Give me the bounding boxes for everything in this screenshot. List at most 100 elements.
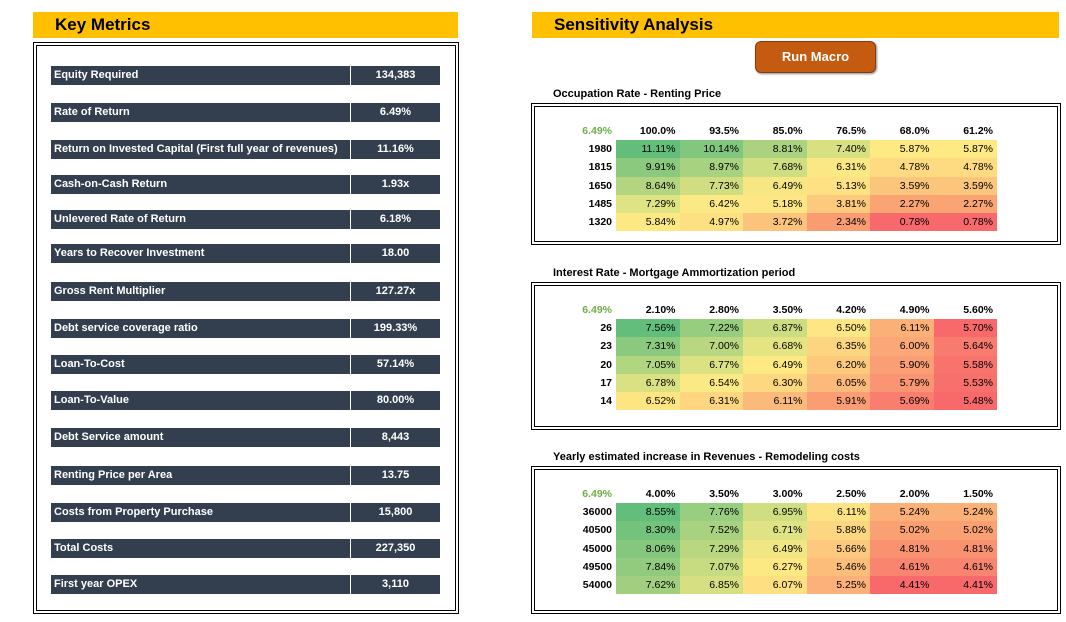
metric-value[interactable]: 6.49%: [350, 103, 440, 122]
metric-value[interactable]: 227,350: [350, 539, 440, 558]
metric-value[interactable]: 13.75: [350, 466, 440, 485]
metric-value[interactable]: 15,800: [350, 503, 440, 522]
column-header[interactable]: 2.00%: [899, 488, 930, 501]
sensitivity-cell[interactable]: 8.06%: [616, 539, 680, 558]
sensitivity-cell[interactable]: 7.62%: [616, 575, 680, 595]
metric-value[interactable]: 3,110: [350, 575, 440, 594]
sensitivity-cell[interactable]: 6.77%: [679, 355, 743, 374]
sensitivity-cell[interactable]: 5.18%: [743, 194, 807, 213]
sensitivity-cell[interactable]: 7.29%: [616, 194, 680, 213]
sensitivity-cell[interactable]: 6.52%: [616, 391, 680, 411]
row-header[interactable]: 1650: [588, 179, 612, 192]
sensitivity-cell[interactable]: 6.20%: [806, 355, 870, 374]
row-header[interactable]: 1485: [588, 197, 612, 210]
sensitivity-cell[interactable]: 9.91%: [616, 158, 680, 177]
sensitivity-cell[interactable]: 6.27%: [743, 557, 807, 576]
column-header[interactable]: 2.80%: [709, 304, 739, 317]
sensitivity-cell[interactable]: 5.88%: [806, 521, 870, 540]
sensitivity-cell[interactable]: 8.64%: [616, 176, 680, 195]
sensitivity-cell[interactable]: 4.78%: [870, 158, 934, 177]
sensitivity-cell[interactable]: 5.48%: [933, 391, 997, 411]
row-header[interactable]: 45000: [582, 542, 612, 555]
row-header[interactable]: 1320: [588, 216, 612, 229]
sensitivity-cell[interactable]: 4.81%: [870, 539, 934, 558]
row-header[interactable]: 1815: [588, 161, 612, 174]
sensitivity-cell[interactable]: 5.84%: [616, 212, 680, 232]
metric-value[interactable]: 6.18%: [350, 210, 440, 229]
sensitivity-cell[interactable]: 6.95%: [743, 503, 807, 522]
sensitivity-cell[interactable]: 5.13%: [806, 176, 870, 195]
sensitivity-cell[interactable]: 3.59%: [933, 176, 997, 195]
row-header[interactable]: 40500: [582, 524, 612, 537]
sensitivity-cell[interactable]: 4.81%: [933, 539, 997, 558]
sensitivity-cell[interactable]: 7.05%: [616, 355, 680, 374]
sensitivity-cell[interactable]: 6.42%: [679, 194, 743, 213]
sensitivity-cell[interactable]: 6.54%: [679, 373, 743, 392]
column-header[interactable]: 93.5%: [709, 125, 739, 138]
sensitivity-cell[interactable]: 7.52%: [679, 521, 743, 540]
sensitivity-cell[interactable]: 5.24%: [870, 503, 934, 522]
metric-value[interactable]: 199.33%: [350, 319, 440, 338]
sensitivity-cell[interactable]: 6.11%: [743, 391, 807, 411]
sensitivity-cell[interactable]: 6.35%: [806, 337, 870, 356]
base-case-value[interactable]: 6.49%: [582, 304, 612, 317]
column-header[interactable]: 3.50%: [772, 304, 803, 317]
sensitivity-cell[interactable]: 7.00%: [679, 337, 743, 356]
sensitivity-cell[interactable]: 6.71%: [743, 521, 807, 540]
metric-value[interactable]: 57.14%: [350, 355, 440, 374]
column-header[interactable]: 4.00%: [645, 488, 676, 501]
sensitivity-cell[interactable]: 5.02%: [933, 521, 997, 540]
column-header[interactable]: 2.10%: [645, 304, 676, 317]
sensitivity-cell[interactable]: 4.97%: [679, 212, 743, 232]
sensitivity-cell[interactable]: 5.66%: [806, 539, 870, 558]
sensitivity-cell[interactable]: 5.24%: [933, 503, 997, 522]
sensitivity-cell[interactable]: 7.68%: [743, 158, 807, 177]
sensitivity-cell[interactable]: 7.31%: [616, 337, 680, 356]
sensitivity-cell[interactable]: 6.49%: [743, 539, 807, 558]
sensitivity-cell[interactable]: 5.69%: [870, 391, 934, 411]
sensitivity-cell[interactable]: 6.05%: [806, 373, 870, 392]
column-header[interactable]: 2.50%: [836, 488, 866, 501]
sensitivity-cell[interactable]: 5.02%: [870, 521, 934, 540]
sensitivity-cell[interactable]: 7.73%: [679, 176, 743, 195]
sensitivity-cell[interactable]: 5.46%: [806, 557, 870, 576]
metric-value[interactable]: 1.93x: [350, 175, 440, 194]
sensitivity-cell[interactable]: 0.78%: [933, 212, 997, 232]
row-header[interactable]: 14: [600, 395, 612, 408]
sensitivity-cell[interactable]: 7.29%: [679, 539, 743, 558]
sensitivity-cell[interactable]: 5.87%: [870, 140, 934, 159]
metric-value[interactable]: 80.00%: [350, 391, 440, 410]
sensitivity-cell[interactable]: 6.68%: [743, 337, 807, 356]
row-header[interactable]: 1980: [588, 143, 612, 156]
sensitivity-cell[interactable]: 0.78%: [870, 212, 934, 232]
sensitivity-cell[interactable]: 5.90%: [870, 355, 934, 374]
sensitivity-cell[interactable]: 5.64%: [933, 337, 997, 356]
sensitivity-cell[interactable]: 6.85%: [679, 575, 743, 595]
sensitivity-cell[interactable]: 2.27%: [870, 194, 934, 213]
sensitivity-cell[interactable]: 5.70%: [933, 319, 997, 338]
column-header[interactable]: 100.0%: [639, 125, 676, 138]
sensitivity-cell[interactable]: 6.07%: [743, 575, 807, 595]
sensitivity-cell[interactable]: 3.59%: [870, 176, 934, 195]
sensitivity-cell[interactable]: 5.25%: [806, 575, 870, 595]
sensitivity-cell[interactable]: 4.78%: [933, 158, 997, 177]
sensitivity-cell[interactable]: 7.22%: [679, 319, 743, 338]
sensitivity-cell[interactable]: 8.30%: [616, 521, 680, 540]
sensitivity-cell[interactable]: 5.91%: [806, 391, 870, 411]
sensitivity-cell[interactable]: 3.81%: [806, 194, 870, 213]
base-case-value[interactable]: 6.49%: [582, 488, 612, 501]
metric-value[interactable]: 11.16%: [350, 140, 440, 159]
sensitivity-cell[interactable]: 5.53%: [933, 373, 997, 392]
sensitivity-cell[interactable]: 5.87%: [933, 140, 997, 159]
base-case-value[interactable]: 6.49%: [582, 125, 612, 138]
column-header[interactable]: 4.20%: [836, 304, 866, 317]
sensitivity-cell[interactable]: 4.61%: [933, 557, 997, 576]
column-header[interactable]: 68.0%: [899, 125, 930, 138]
row-header[interactable]: 23: [600, 340, 612, 353]
sensitivity-cell[interactable]: 7.56%: [616, 319, 680, 338]
column-header[interactable]: 3.00%: [772, 488, 803, 501]
sensitivity-cell[interactable]: 6.30%: [743, 373, 807, 392]
sensitivity-cell[interactable]: 4.41%: [870, 575, 934, 595]
column-header[interactable]: 76.5%: [836, 125, 866, 138]
row-header[interactable]: 36000: [582, 506, 612, 519]
